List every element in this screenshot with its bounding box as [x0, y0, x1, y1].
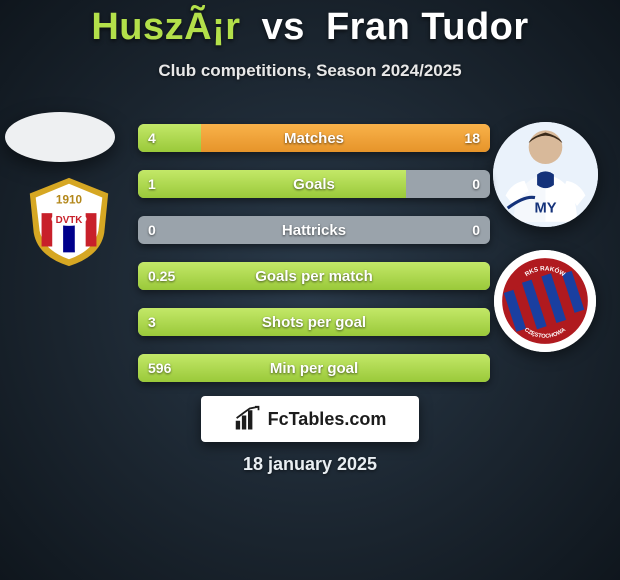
stat-metric-label: Shots per goal [138, 308, 490, 336]
stat-row: 3Shots per goal [138, 308, 490, 336]
stat-row: 00Hattricks [138, 216, 490, 244]
stat-row: 0.25Goals per match [138, 262, 490, 290]
stat-row: 10Goals [138, 170, 490, 198]
content-root: HuszÃ¡r vs Fran Tudor Club competitions,… [0, 0, 620, 580]
stat-metric-label: Min per goal [138, 354, 490, 382]
player2-name: Fran Tudor [326, 6, 529, 48]
player2-crest: RKS RAKÓW CZĘSTOCHOWA [494, 250, 596, 352]
brand-icon [234, 405, 262, 433]
subtitle: Club competitions, Season 2024/2025 [0, 61, 620, 81]
player1-name: HuszÃ¡r [91, 6, 240, 48]
stat-metric-label: Goals per match [138, 262, 490, 290]
title-vs: vs [262, 6, 305, 48]
page-title: HuszÃ¡r vs Fran Tudor [0, 0, 620, 49]
svg-text:1910: 1910 [56, 193, 83, 206]
player1-crest: 1910 DVTK [20, 172, 118, 270]
stat-row: 418Matches [138, 124, 490, 152]
stat-bars: 418Matches 10Goals 00Hattricks 0.25Goals pe… [138, 124, 490, 400]
svg-text:MY: MY [534, 200, 556, 216]
player1-avatar [5, 112, 115, 162]
svg-text:DVTK: DVTK [56, 215, 83, 226]
brand-text: FcTables.com [268, 409, 387, 430]
footer-date: 18 january 2025 [0, 454, 620, 475]
stat-metric-label: Matches [138, 124, 490, 152]
stat-metric-label: Hattricks [138, 216, 490, 244]
stat-row: 596Min per goal [138, 354, 490, 382]
player2-avatar: MY [493, 122, 598, 227]
brand-badge: FcTables.com [201, 396, 419, 442]
stat-metric-label: Goals [138, 170, 490, 198]
